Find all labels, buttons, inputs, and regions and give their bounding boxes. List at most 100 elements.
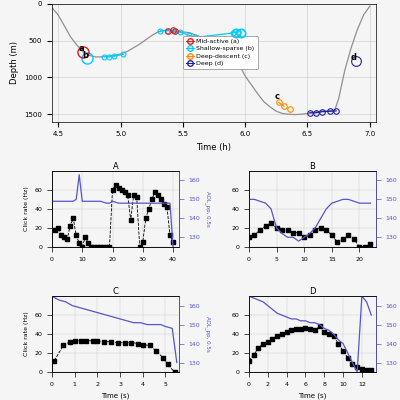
Point (257, 226, 263, 233)
Point (260, 340, 266, 347)
Point (78, 338, 85, 344)
Point (307, 326, 313, 332)
Point (306, 232, 313, 239)
Text: b: b (82, 51, 88, 60)
Point (64, 236, 70, 242)
Point (130, 192, 137, 198)
Point (122, 188, 128, 195)
Point (164, 204, 170, 210)
Point (94, 244, 100, 250)
Y-axis label: Click rate (Hz): Click rate (Hz) (24, 312, 29, 356)
Point (108, 338, 114, 345)
Point (345, 232, 352, 239)
Point (152, 188, 158, 195)
Point (97, 244, 104, 250)
Point (124, 192, 131, 198)
Point (155, 192, 161, 198)
Point (351, 236, 357, 242)
Point (83, 338, 89, 344)
Point (269, 336, 276, 342)
Title: B: B (310, 162, 316, 171)
Point (128, 340, 135, 346)
Point (72, 338, 78, 344)
Point (85, 240, 92, 246)
Y-axis label: Depth (m): Depth (m) (10, 41, 19, 84)
Point (312, 327, 318, 334)
Point (114, 340, 121, 346)
Point (88, 244, 94, 250)
Point (153, 348, 160, 354)
Point (67, 338, 73, 345)
Point (58, 232, 64, 239)
Point (128, 217, 134, 224)
Point (118, 187, 125, 193)
Point (264, 338, 271, 345)
Point (109, 187, 116, 193)
Point (106, 244, 113, 250)
Text: a: a (78, 44, 84, 53)
Point (171, 369, 178, 375)
Point (170, 239, 176, 245)
Point (321, 329, 328, 335)
Point (136, 244, 143, 250)
Point (135, 340, 142, 347)
Point (51, 358, 58, 364)
Point (67, 223, 73, 229)
X-axis label: Time (s): Time (s) (101, 392, 130, 399)
Y-axis label: AOL_pp, 0.5s: AOL_pp, 0.5s (204, 191, 210, 227)
Point (349, 361, 356, 368)
Text: d: d (351, 53, 357, 62)
X-axis label: Time (s): Time (s) (298, 392, 327, 399)
Point (368, 367, 374, 373)
Point (60, 342, 66, 349)
Y-axis label: Click rate (Hz): Click rate (Hz) (24, 186, 29, 231)
Point (273, 225, 280, 231)
Point (293, 326, 299, 332)
Point (61, 234, 67, 240)
Point (160, 354, 166, 361)
Point (52, 226, 58, 233)
Point (79, 244, 86, 250)
Point (359, 366, 365, 372)
Point (356, 244, 363, 250)
Point (112, 182, 119, 188)
Point (73, 232, 80, 239)
Point (146, 342, 153, 349)
Point (329, 232, 335, 239)
Point (161, 201, 167, 207)
Point (284, 226, 291, 233)
Point (298, 326, 304, 332)
Point (70, 215, 76, 222)
Point (164, 361, 171, 368)
Title: C: C (112, 287, 118, 296)
Point (122, 340, 128, 346)
Y-axis label: AOL_pp, 0.5s: AOL_pp, 0.5s (204, 316, 210, 352)
Point (268, 220, 274, 226)
Point (283, 329, 290, 335)
Point (55, 225, 61, 231)
Point (354, 364, 360, 370)
Point (90, 338, 96, 344)
Point (142, 215, 149, 222)
Point (274, 333, 280, 339)
Point (246, 234, 252, 240)
Point (326, 331, 332, 337)
Point (318, 225, 324, 231)
Point (76, 240, 82, 246)
Point (149, 196, 155, 202)
Point (100, 244, 107, 250)
Point (323, 226, 330, 233)
Point (103, 244, 110, 250)
Point (279, 331, 285, 337)
Point (279, 226, 285, 233)
Point (262, 223, 269, 229)
Point (363, 367, 370, 373)
Point (134, 194, 140, 201)
Point (301, 234, 307, 240)
Point (146, 206, 152, 212)
Point (101, 338, 107, 345)
Point (250, 352, 257, 358)
Point (296, 229, 302, 236)
Text: c: c (275, 92, 280, 101)
Point (334, 239, 340, 245)
